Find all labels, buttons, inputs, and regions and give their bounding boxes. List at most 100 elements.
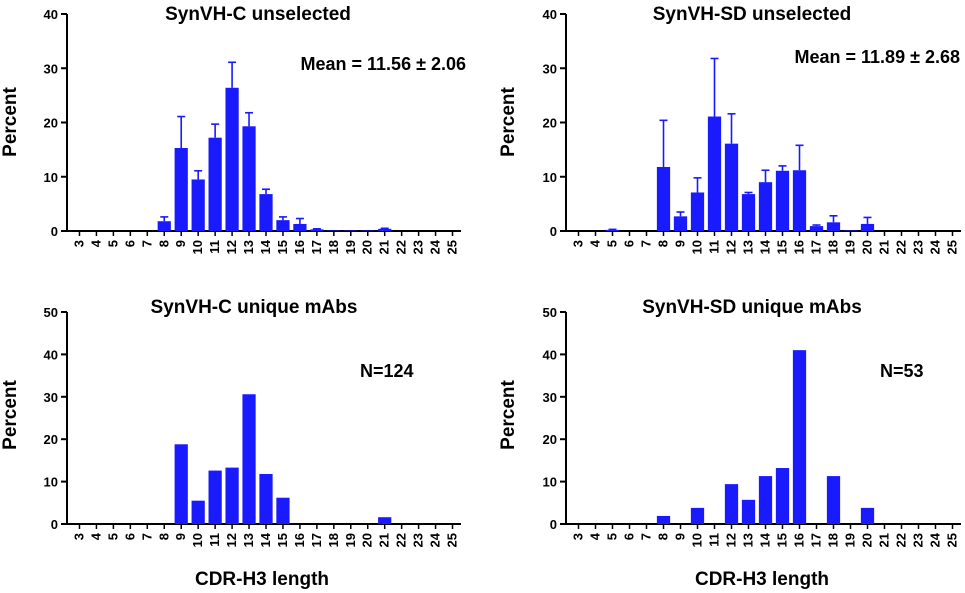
x-tick-label: 17 — [809, 533, 824, 547]
bar — [843, 230, 858, 231]
panel-synvh-sd-unique-mabs: SynVH-SD unique mAbs N=53 Percent CDR-H3… — [498, 297, 961, 590]
panel-synvh-c-unselected: SynVH-C unselected Mean = 11.56 ± 2.06 P… — [0, 4, 466, 254]
x-tick-label: 12 — [724, 533, 739, 547]
x-tick-label: 19 — [343, 240, 358, 254]
bar — [259, 473, 273, 524]
x-tick-label: 17 — [309, 240, 324, 254]
x-tick-label: 23 — [411, 240, 426, 254]
x-tick-label: 11 — [207, 533, 222, 547]
bar — [826, 476, 841, 524]
x-tick-label: 15 — [275, 533, 290, 547]
y-tick-label: 0 — [51, 517, 58, 532]
bar — [174, 147, 188, 231]
x-tick-label: 19 — [343, 533, 358, 547]
x-tick-label: 12 — [224, 240, 239, 254]
bar — [310, 229, 324, 231]
x-tick-label: 18 — [826, 240, 841, 254]
y-tick-label: 30 — [543, 390, 557, 405]
x-tick-label: 13 — [741, 533, 756, 547]
x-tick-label: 22 — [394, 240, 409, 254]
x-tick-label: 3 — [71, 533, 86, 540]
x-tick-label: 22 — [894, 240, 909, 254]
x-tick-label: 18 — [826, 533, 841, 547]
chart-annotation: Mean = 11.89 ± 2.68 — [795, 47, 961, 67]
x-tick-label: 6 — [622, 533, 637, 540]
y-tick-label: 0 — [550, 517, 557, 532]
chart-title: SynVH-C unselected — [165, 4, 351, 25]
x-tick-label: 24 — [428, 239, 443, 254]
bar — [344, 230, 358, 231]
x-tick-label: 23 — [911, 533, 926, 547]
x-tick-label: 21 — [377, 240, 392, 254]
x-tick-label: 23 — [911, 240, 926, 254]
panel-synvh-sd-unselected: SynVH-SD unselected Mean = 11.89 ± 2.68 … — [498, 4, 961, 254]
bar — [758, 182, 773, 231]
bar — [707, 116, 722, 231]
y-tick-label: 50 — [44, 305, 58, 320]
bar — [157, 221, 171, 231]
x-tick-label: 6 — [622, 240, 637, 247]
bar — [826, 222, 841, 231]
x-tick-label: 7 — [639, 533, 654, 540]
bar — [792, 170, 807, 231]
bar — [724, 484, 739, 524]
x-tick-label: 7 — [139, 533, 154, 540]
y-tick-label: 40 — [44, 347, 58, 362]
x-tick-label: 9 — [173, 533, 188, 540]
x-tick-label: 13 — [741, 240, 756, 254]
bar — [809, 226, 824, 231]
x-tick-label: 21 — [877, 533, 892, 547]
bar — [656, 515, 671, 524]
bar — [690, 507, 705, 524]
x-tick-label: 8 — [156, 240, 171, 247]
y-axis-label: Percent — [0, 86, 21, 156]
y-tick-label: 20 — [44, 432, 58, 447]
y-tick-label: 10 — [44, 170, 58, 185]
x-tick-label: 15 — [775, 533, 790, 547]
x-tick-label: 3 — [571, 240, 586, 247]
bar — [259, 194, 273, 231]
x-tick-label: 3 — [71, 240, 86, 247]
x-tick-label: 8 — [656, 240, 671, 247]
y-axis-label: Percent — [0, 379, 21, 449]
bar — [276, 220, 290, 231]
x-tick-label: 4 — [588, 239, 603, 247]
y-tick-label: 30 — [543, 61, 557, 76]
chart-annotation: N=53 — [880, 361, 924, 381]
chart-annotation: Mean = 11.56 ± 2.06 — [301, 54, 467, 74]
bar — [225, 87, 239, 231]
x-tick-label: 10 — [190, 240, 205, 254]
chart-title: SynVH-SD unique mAbs — [642, 297, 862, 318]
y-tick-label: 0 — [550, 224, 557, 239]
x-tick-label: 14 — [258, 239, 273, 254]
x-tick-label: 8 — [156, 533, 171, 540]
x-tick-label: 3 — [571, 533, 586, 540]
x-tick-label: 16 — [292, 533, 307, 547]
x-tick-label: 7 — [639, 240, 654, 247]
x-tick-label: 20 — [860, 240, 875, 254]
bar — [673, 216, 688, 231]
x-tick-label: 24 — [928, 532, 943, 547]
y-tick-label: 40 — [44, 7, 58, 22]
bar — [293, 223, 307, 231]
bar — [860, 507, 875, 524]
x-tick-label: 20 — [360, 533, 375, 547]
x-tick-label: 10 — [690, 533, 705, 547]
y-tick-label: 40 — [543, 7, 557, 22]
bar — [208, 470, 222, 524]
y-tick-label: 40 — [543, 347, 557, 362]
x-tick-label: 10 — [690, 240, 705, 254]
bar — [724, 143, 739, 231]
x-tick-label: 15 — [775, 240, 790, 254]
x-tick-label: 14 — [758, 239, 773, 254]
bar — [775, 170, 790, 231]
x-tick-label: 25 — [445, 533, 460, 547]
bar — [605, 229, 620, 231]
bar — [208, 137, 222, 231]
x-tick-label: 23 — [411, 533, 426, 547]
y-tick-label: 20 — [44, 116, 58, 131]
bar — [361, 230, 375, 231]
y-axis-label: Percent — [498, 86, 519, 156]
